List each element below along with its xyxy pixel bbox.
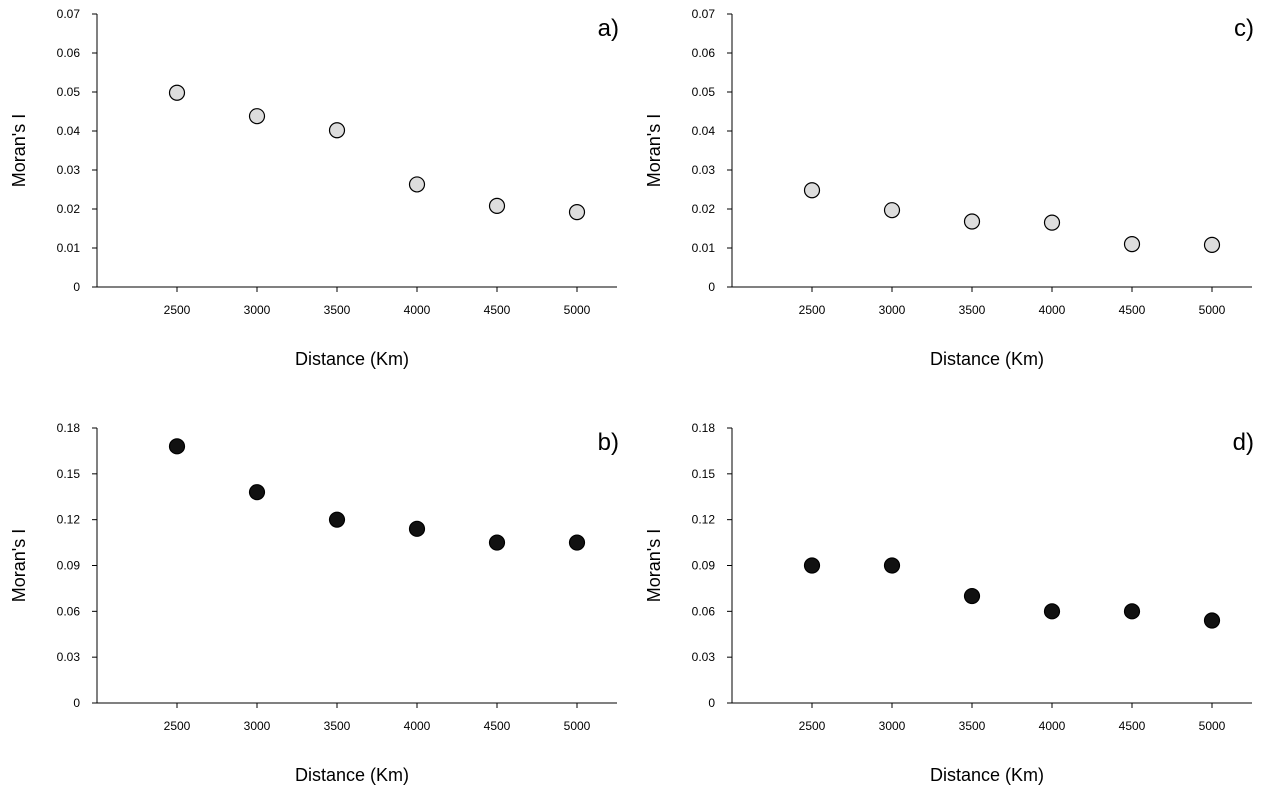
panel-2: 0 0.03 0.06 0.09 0.12 0.15 0.18 2500 3000 3500 400… <box>9 421 619 785</box>
y-axis-label: Moran's I <box>644 529 664 602</box>
y-tick-label: 0.18 <box>57 421 81 435</box>
panel-4: 0 0.03 0.06 0.09 0.12 0.15 0.18 2500 3000 3500 400… <box>644 421 1254 785</box>
x-tick-label: 2500 <box>164 719 191 733</box>
panel-1: 0 0.01 0.02 0.03 0.04 0.05 0.06 0.07 2500 3000 350… <box>9 7 619 369</box>
y-tick-label: 0.09 <box>692 559 716 573</box>
data-point <box>883 557 901 574</box>
data-point <box>168 438 186 455</box>
panel-label: d) <box>1233 429 1254 456</box>
y-tick-label: 0.15 <box>692 467 716 481</box>
data-point <box>963 213 981 230</box>
y-tick-label: 0.06 <box>57 46 81 60</box>
data-point <box>328 511 346 528</box>
x-tick-label: 4000 <box>404 719 431 733</box>
y-tick-label: 0.06 <box>692 604 716 618</box>
x-tick-label: 5000 <box>564 303 591 317</box>
x-tick-label: 5000 <box>564 719 591 733</box>
data-point <box>803 182 821 199</box>
y-tick-label: 0.02 <box>692 202 716 216</box>
x-tick-label: 3500 <box>959 719 986 733</box>
data-point <box>803 557 821 574</box>
y-tick-label: 0.06 <box>57 604 81 618</box>
x-tick-label: 3000 <box>879 719 906 733</box>
data-point <box>488 534 506 551</box>
y-tick-label: 0.12 <box>692 513 716 527</box>
data-point <box>568 204 586 221</box>
x-tick-label: 3000 <box>244 719 271 733</box>
panel-label: b) <box>598 429 619 456</box>
y-axis-label: Moran's I <box>9 114 29 187</box>
data-point <box>248 108 266 125</box>
data-point <box>1043 603 1061 620</box>
y-tick-label: 0.04 <box>57 124 81 138</box>
panel-label: c) <box>1234 15 1254 42</box>
panel-label: a) <box>598 15 619 42</box>
y-tick-label: 0.07 <box>57 7 81 21</box>
y-tick-label: 0.09 <box>57 559 81 573</box>
y-tick-label: 0.03 <box>57 650 81 664</box>
x-tick-label: 4500 <box>484 719 511 733</box>
data-point <box>1203 612 1221 629</box>
y-tick-label: 0.03 <box>692 163 716 177</box>
y-tick-label: 0.12 <box>57 513 81 527</box>
x-tick-label: 4000 <box>404 303 431 317</box>
x-tick-label: 4500 <box>1119 719 1146 733</box>
y-tick-label: 0.05 <box>692 85 716 99</box>
y-tick-label: 0.05 <box>57 85 81 99</box>
data-point <box>963 587 981 605</box>
x-tick-label: 5000 <box>1199 303 1226 317</box>
panel-3: 0 0.01 0.02 0.03 0.04 0.05 0.06 0.07 2500 3000 350… <box>644 7 1254 369</box>
x-axis-label: Distance (Km) <box>930 765 1044 785</box>
data-point <box>1123 236 1141 253</box>
data-point <box>408 176 426 193</box>
y-tick-label: 0.03 <box>692 650 716 664</box>
x-tick-label: 3000 <box>244 303 271 317</box>
data-point <box>328 122 346 139</box>
data-point <box>408 520 426 537</box>
y-tick-label: 0.01 <box>692 241 716 255</box>
y-tick-label: 0.01 <box>57 241 81 255</box>
y-tick-label: 0.04 <box>692 124 716 138</box>
x-tick-label: 4500 <box>1119 303 1146 317</box>
y-tick-label: 0.06 <box>692 46 716 60</box>
x-tick-label: 3500 <box>324 303 351 317</box>
y-tick-label: 0 <box>73 696 80 710</box>
y-tick-label: 0 <box>708 696 715 710</box>
data-point <box>168 84 186 101</box>
data-point <box>568 534 586 551</box>
y-tick-label: 0.18 <box>692 421 716 435</box>
x-tick-label: 4000 <box>1039 719 1066 733</box>
x-axis-label: Distance (Km) <box>930 349 1044 369</box>
data-point <box>488 197 506 214</box>
x-axis-label: Distance (Km) <box>295 349 409 369</box>
y-axis-label: Moran's I <box>644 114 664 187</box>
y-tick-label: 0.03 <box>57 163 81 177</box>
x-tick-label: 4000 <box>1039 303 1066 317</box>
y-tick-label: 0.15 <box>57 467 81 481</box>
y-tick-label: 0.02 <box>57 202 81 216</box>
x-tick-label: 2500 <box>799 303 826 317</box>
x-tick-label: 2500 <box>799 719 826 733</box>
y-tick-label: 0 <box>708 280 715 294</box>
x-tick-label: 3500 <box>324 719 351 733</box>
y-axis-label: Moran's I <box>9 529 29 602</box>
x-tick-label: 5000 <box>1199 719 1226 733</box>
data-point <box>1043 214 1061 231</box>
y-tick-label: 0.07 <box>692 7 716 21</box>
x-tick-label: 4500 <box>484 303 511 317</box>
data-point <box>248 484 266 501</box>
y-tick-label: 0 <box>73 280 80 294</box>
x-tick-label: 2500 <box>164 303 191 317</box>
data-point <box>1123 603 1141 620</box>
data-point <box>883 202 901 219</box>
x-tick-label: 3500 <box>959 303 986 317</box>
x-axis-label: Distance (Km) <box>295 765 409 785</box>
x-tick-label: 3000 <box>879 303 906 317</box>
data-point <box>1203 236 1221 253</box>
